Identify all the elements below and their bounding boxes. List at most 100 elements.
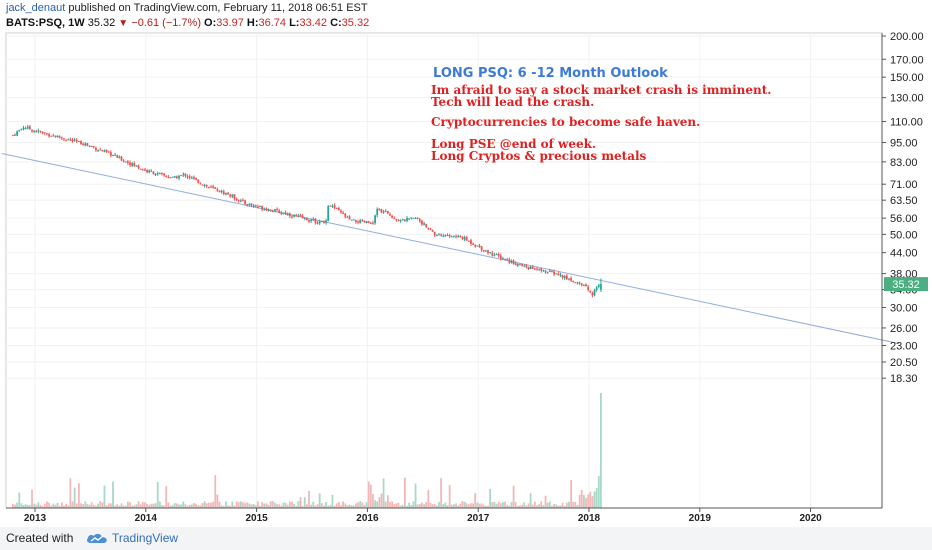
candle-body	[425, 223, 428, 228]
candle-body	[440, 234, 443, 236]
volume-bar	[88, 504, 91, 508]
volume-bar	[120, 503, 123, 508]
volume-bar	[135, 504, 138, 508]
volume-bar	[323, 505, 325, 508]
volume-bar	[95, 505, 97, 508]
volume-bar	[484, 505, 487, 508]
volume-bar	[467, 504, 470, 508]
volume-bar	[156, 482, 159, 508]
x-tick-label: 2019	[689, 513, 712, 524]
candle-body	[18, 130, 21, 132]
last-price: 35.32	[87, 17, 116, 29]
candle-body	[305, 218, 308, 221]
volume-bar	[222, 505, 225, 508]
volume-bar	[312, 501, 315, 508]
candle-body	[269, 209, 272, 212]
candle-body	[124, 161, 127, 163]
candle-body	[354, 220, 357, 223]
candle-body	[516, 264, 519, 266]
volume-bar	[350, 505, 353, 508]
candle-body	[86, 143, 89, 146]
candle-body	[205, 184, 208, 187]
candle-body	[16, 131, 19, 136]
volume-bar	[335, 503, 338, 508]
tradingview-brand-link[interactable]: TradingView	[112, 531, 179, 545]
volume-bar	[269, 501, 272, 508]
volume-bar	[154, 503, 157, 508]
candle-body	[301, 215, 304, 219]
volume-bar	[199, 505, 202, 508]
candle-body	[465, 237, 468, 241]
volume-bar	[190, 504, 193, 508]
annotation-text-2[interactable]: Tech will lead the crash.	[431, 95, 595, 109]
volume-bar	[152, 503, 155, 508]
volume-bar	[37, 502, 40, 508]
tradingview-logo-icon[interactable]	[85, 532, 109, 545]
volume-bar	[408, 502, 411, 508]
annotation-title[interactable]: LONG PSQ: 6 -12 Month Outlook	[433, 66, 668, 81]
volume-bar	[476, 502, 479, 508]
volume-bar	[274, 502, 276, 508]
volume-bar	[26, 504, 29, 508]
volume-bar	[495, 503, 498, 508]
candle-body	[239, 200, 242, 202]
high-label: H:	[246, 17, 259, 29]
volume-bar	[320, 503, 323, 508]
volume-bar	[237, 502, 240, 508]
candle-body	[570, 278, 573, 281]
volume-bar	[399, 505, 402, 508]
candle-body	[31, 130, 33, 132]
volume-bar	[124, 505, 127, 508]
candle-body	[365, 221, 368, 223]
author-link[interactable]: jack_denaut	[6, 2, 66, 14]
annotation-text-5[interactable]: Long Cryptos & precious metals	[431, 149, 647, 163]
symbol-name[interactable]: BATS:PSQ, 1W	[6, 17, 85, 29]
candle-body	[318, 221, 321, 224]
y-axis[interactable]: 200.00 170.00 150.00 130.00 110.00 95.00 83.00…	[882, 31, 924, 385]
volume-bar	[435, 505, 438, 508]
candle-body	[512, 260, 515, 264]
candle-body	[122, 160, 125, 162]
volume-bar	[280, 505, 283, 508]
volume-bar	[114, 505, 117, 508]
candle-body	[225, 193, 227, 195]
candle-body	[553, 271, 555, 275]
volume-bar	[561, 502, 564, 508]
candle-body	[359, 220, 362, 224]
candle-body	[184, 173, 187, 177]
annotation-text-1[interactable]: Im afraid to say a stock market crash is…	[431, 83, 772, 97]
volume-bar	[97, 503, 99, 508]
candle-body	[58, 136, 61, 138]
volume-bar	[50, 505, 53, 508]
volume-bar	[308, 490, 310, 508]
y-tick-label: 150.00	[890, 72, 924, 84]
volume-bar	[440, 478, 443, 508]
candle-body	[325, 220, 327, 223]
annotation-text-3[interactable]: Cryptocurrencies to become safe haven.	[431, 115, 701, 129]
volume-bar	[303, 497, 306, 508]
candle-body	[472, 243, 474, 245]
volume-bar	[141, 501, 144, 508]
candle-body	[463, 237, 466, 240]
trendline[interactable]	[1, 152, 900, 345]
volume-bar	[101, 502, 104, 508]
volume-bar	[63, 505, 65, 508]
volume-bar	[227, 505, 229, 508]
volume-bar	[39, 504, 42, 508]
volume-bar	[288, 501, 291, 508]
candle-body	[450, 236, 453, 238]
candle-body	[335, 207, 338, 209]
volume-bar	[58, 505, 61, 508]
annotation-text-4[interactable]: Long PSE @end of week.	[431, 137, 597, 151]
x-tick-label: 2018	[578, 513, 601, 524]
candle-body	[429, 228, 432, 230]
x-axis[interactable]: 2013 2014 2015 2016 2017 2018 2019 2020	[24, 508, 822, 524]
plot-area[interactable]	[5, 32, 883, 509]
volume-bar	[201, 503, 204, 508]
volume-bar	[382, 478, 385, 508]
footer-bar: Created with TradingView	[0, 527, 932, 550]
volume-bar	[82, 504, 85, 508]
volume-bar	[163, 505, 166, 508]
candle-body	[22, 127, 25, 130]
